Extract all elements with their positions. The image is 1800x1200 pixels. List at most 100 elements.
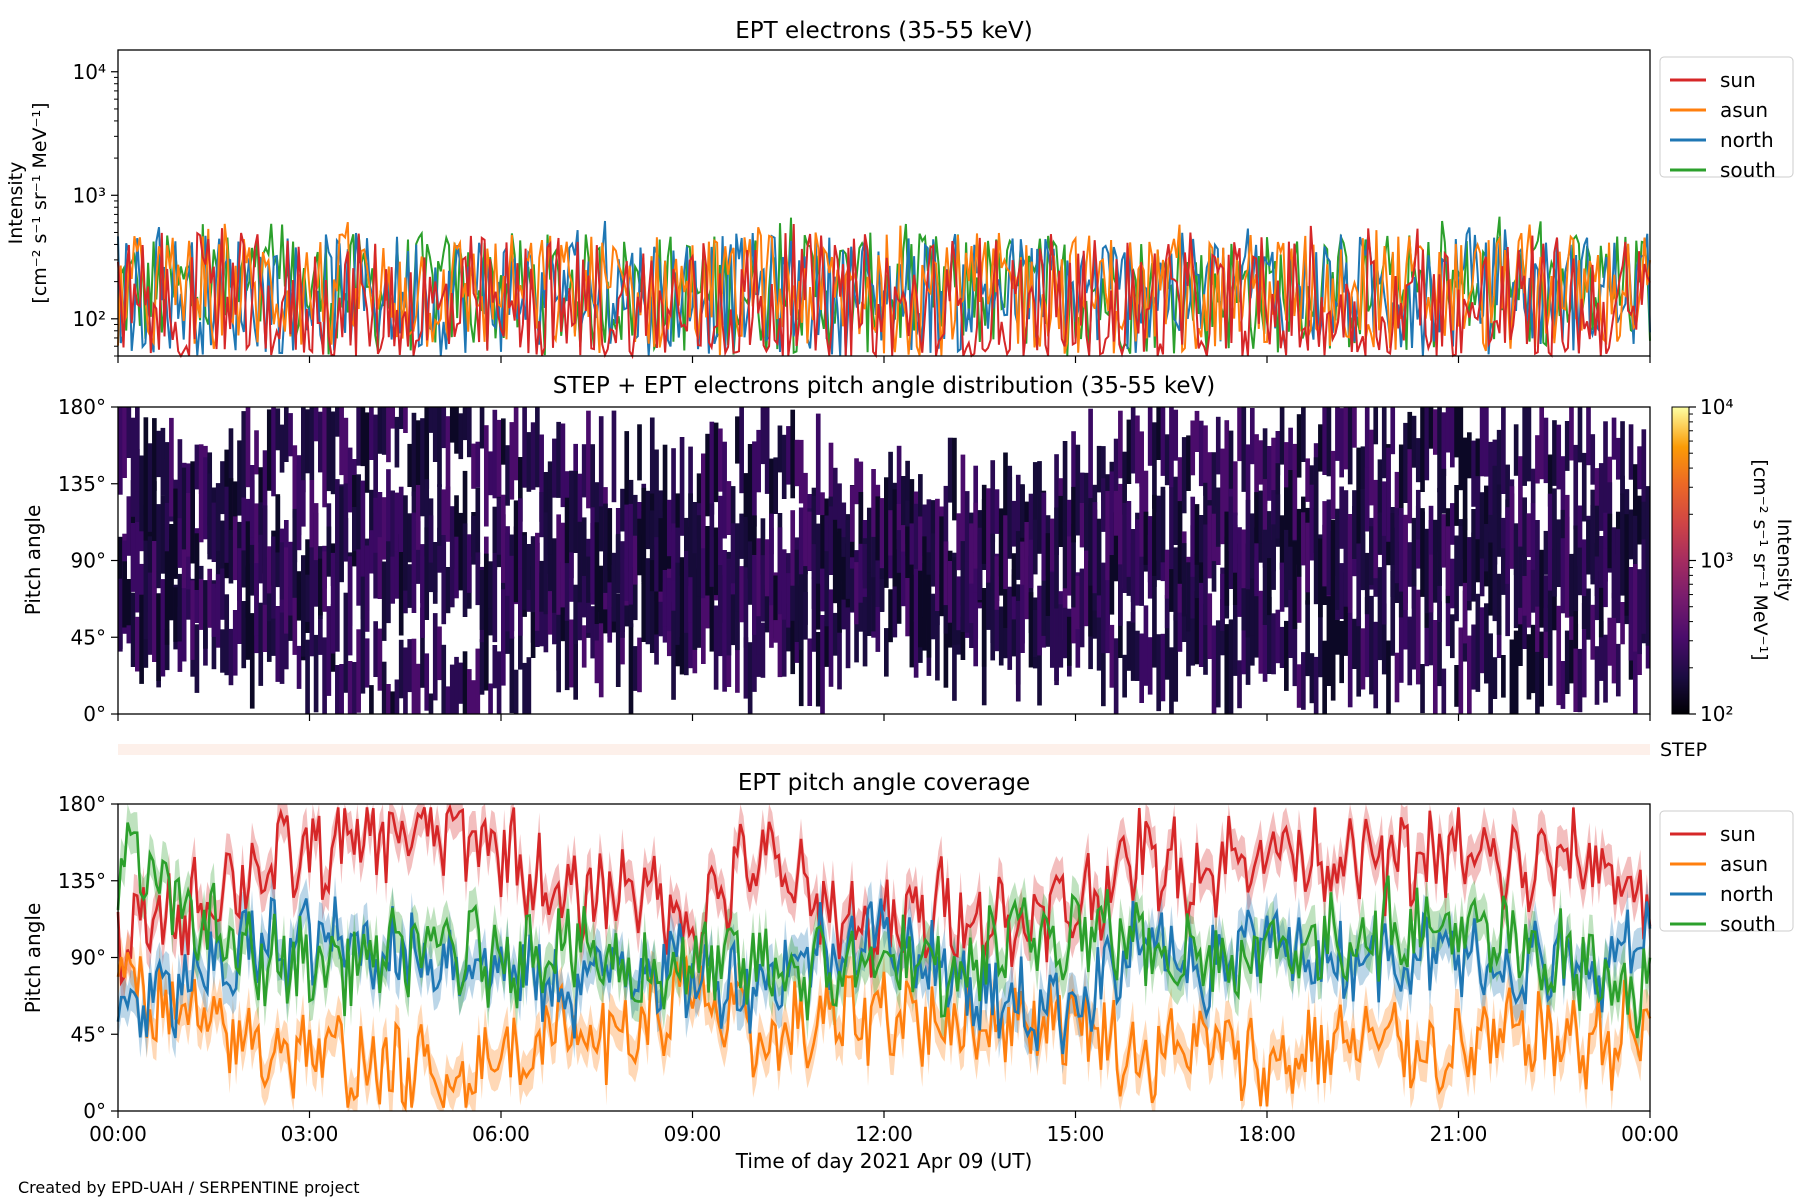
heatmap-cell <box>1539 407 1545 480</box>
heatmap-cell <box>492 506 498 570</box>
heatmap-cell <box>896 445 902 539</box>
heatmap-cell <box>1181 543 1187 617</box>
heatmap-cell <box>1428 570 1434 666</box>
heatmap-cell <box>462 470 468 572</box>
heatmap-cell <box>390 490 396 581</box>
heatmap-cell <box>709 503 715 587</box>
heatmap-cell <box>215 483 221 551</box>
legend-box <box>1659 56 1794 178</box>
heatmap-cell <box>1598 463 1604 531</box>
heatmap-cell <box>632 567 638 621</box>
heatmap-cell <box>407 564 413 608</box>
heatmap-cell <box>1484 407 1489 477</box>
heatmap-cell <box>1590 434 1596 485</box>
heatmap-cell <box>1352 618 1357 669</box>
heatmap-cell <box>360 407 366 467</box>
heatmap-cell <box>300 555 306 657</box>
y-tick-label: 90° <box>71 549 106 573</box>
heatmap-cell <box>1564 494 1570 553</box>
heatmap-cell <box>1296 508 1302 577</box>
heatmap-cell <box>1062 521 1068 589</box>
heatmap-cell <box>1543 575 1549 632</box>
step-coverage-band <box>118 744 1650 755</box>
heatmap-cell <box>539 560 544 612</box>
heatmap-cell <box>747 541 753 605</box>
heatmap-cell <box>1169 569 1174 612</box>
heatmap-cell <box>475 648 481 714</box>
heatmap-cell <box>249 480 255 538</box>
heatmap-cell <box>130 417 136 517</box>
heatmap-cell <box>1454 485 1459 526</box>
heatmap-cell <box>1586 519 1591 575</box>
heatmap-cell <box>488 683 493 714</box>
heatmap-cell <box>905 565 910 637</box>
heatmap-cell <box>275 606 281 682</box>
heatmap-cell <box>164 551 170 645</box>
heatmap-cell <box>824 515 830 577</box>
heatmap-cell <box>122 561 127 628</box>
heatmap-cell <box>730 594 736 646</box>
heatmap-cell <box>1347 407 1353 485</box>
heatmap-cell <box>603 503 608 593</box>
heatmap-cell <box>181 467 187 550</box>
panel3-x-ticks: 00:00 03:00 06:00 09:00 12:00 15:00 18:00 21:00… <box>89 1111 1679 1146</box>
heatmap-cell <box>1232 461 1238 516</box>
heatmap-cell <box>1249 540 1255 636</box>
heatmap-cell <box>356 407 361 466</box>
heatmap-cell <box>1284 529 1289 608</box>
heatmap-cell <box>569 619 574 688</box>
heatmap-cell <box>1462 559 1468 644</box>
heatmap-cell <box>1032 609 1038 658</box>
heatmap-cell <box>326 407 332 492</box>
heatmap-cell <box>424 407 430 489</box>
heatmap-cell <box>1011 500 1017 547</box>
heatmap-cell <box>994 489 1000 534</box>
heatmap-cell <box>1279 515 1285 570</box>
heatmap-cell <box>1343 544 1349 607</box>
heatmap-cell <box>688 577 693 623</box>
heatmap-cell <box>722 550 727 652</box>
heatmap-cell <box>994 607 1000 652</box>
heatmap-cell <box>1501 407 1506 494</box>
heatmap-cell <box>535 407 540 488</box>
heatmap-cell <box>641 583 647 642</box>
heatmap-cell <box>705 526 710 596</box>
heatmap-cell <box>726 481 732 535</box>
heatmap-cell <box>275 408 281 451</box>
heatmap-cell <box>1101 614 1106 707</box>
heatmap-cell <box>781 434 787 499</box>
heatmap-cell <box>135 522 140 613</box>
heatmap-cell <box>1194 591 1200 665</box>
heatmap-cell <box>518 563 523 636</box>
heatmap-cell <box>1645 486 1651 573</box>
series-line-south <box>116 822 1652 1039</box>
heatmap-cell <box>479 407 485 449</box>
heatmap-cell <box>1386 447 1391 542</box>
heatmap-cell <box>807 511 813 571</box>
heatmap-cell <box>1390 407 1396 455</box>
x-tick-label: 03:00 <box>281 1122 339 1146</box>
x-tick-label: 15:00 <box>1047 1122 1105 1146</box>
heatmap-cell <box>164 442 170 503</box>
heatmap-cell <box>743 564 749 648</box>
heatmap-cell <box>841 502 847 550</box>
heatmap-cell <box>1109 624 1115 688</box>
heatmap-cell <box>798 574 804 650</box>
heatmap-cell <box>415 485 421 550</box>
heatmap-cell <box>424 527 430 620</box>
heatmap-cell <box>1603 634 1608 703</box>
heatmap-cell <box>1207 452 1213 504</box>
heatmap-cell <box>1437 551 1442 622</box>
heatmap-cell <box>794 549 800 642</box>
heatmap-cell <box>194 444 200 490</box>
heatmap-cell <box>1381 527 1387 625</box>
legend-label-south: south <box>1720 912 1776 936</box>
y-tick-label: 90° <box>71 946 106 970</box>
heatmap-cell <box>313 503 319 561</box>
heatmap-cell <box>1458 526 1464 587</box>
heatmap-cell <box>1335 592 1340 655</box>
heatmap-cell <box>905 526 910 578</box>
heatmap-cell <box>1564 516 1570 618</box>
heatmap-cell <box>1598 536 1604 588</box>
heatmap-cell <box>1543 530 1549 575</box>
